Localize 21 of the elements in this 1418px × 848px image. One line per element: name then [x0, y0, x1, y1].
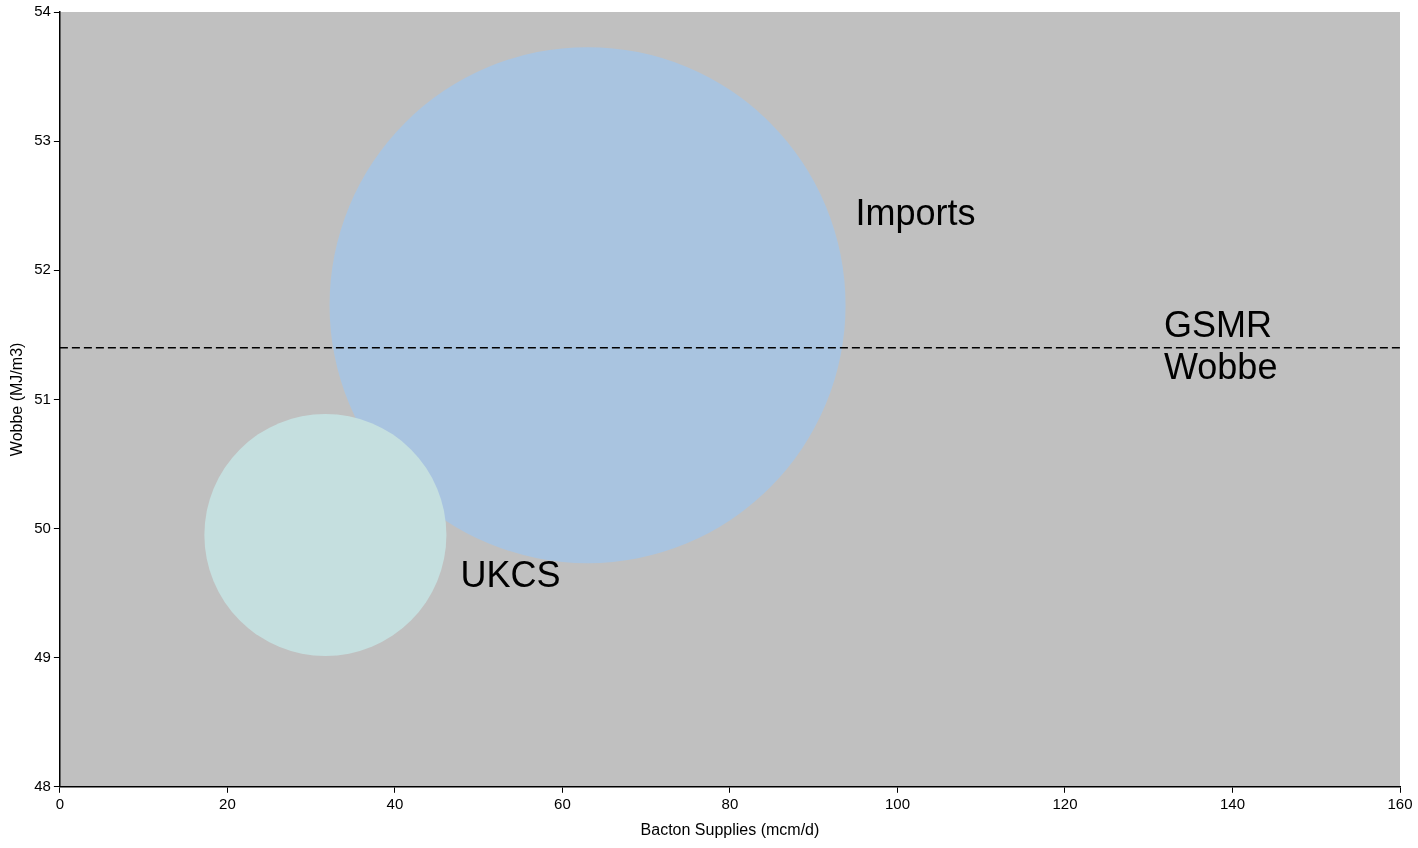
x-tick-label: 120	[1052, 794, 1078, 812]
series-label: Imports	[855, 191, 976, 233]
x-tick-label: 100	[884, 794, 910, 812]
y-tick-label: 53	[34, 131, 51, 149]
y-tick-label: 52	[34, 260, 51, 278]
x-tick-label: 0	[55, 794, 65, 812]
x-tick-label: 40	[386, 794, 404, 812]
x-axis-title: Bacton Supplies (mcm/d)	[640, 820, 820, 838]
x-tick-label: 20	[219, 794, 236, 812]
y-axis-title: Wobbe (MJ/m3)	[8, 342, 26, 457]
ref-line-label: GSMR Wobbe	[1164, 303, 1278, 387]
x-tick-label: 160	[1387, 794, 1413, 812]
y-tick-label: 51	[34, 389, 51, 407]
x-tick-label: 60	[554, 794, 571, 812]
y-tick-label: 48	[34, 776, 51, 794]
series-label: UKCS	[460, 554, 561, 596]
y-tick-label: 49	[34, 647, 51, 665]
y-tick-label: 54	[34, 2, 51, 20]
x-tick-label: 80	[721, 794, 739, 812]
y-tick-label: 50	[34, 518, 51, 536]
x-tick-label: 140	[1219, 794, 1245, 812]
